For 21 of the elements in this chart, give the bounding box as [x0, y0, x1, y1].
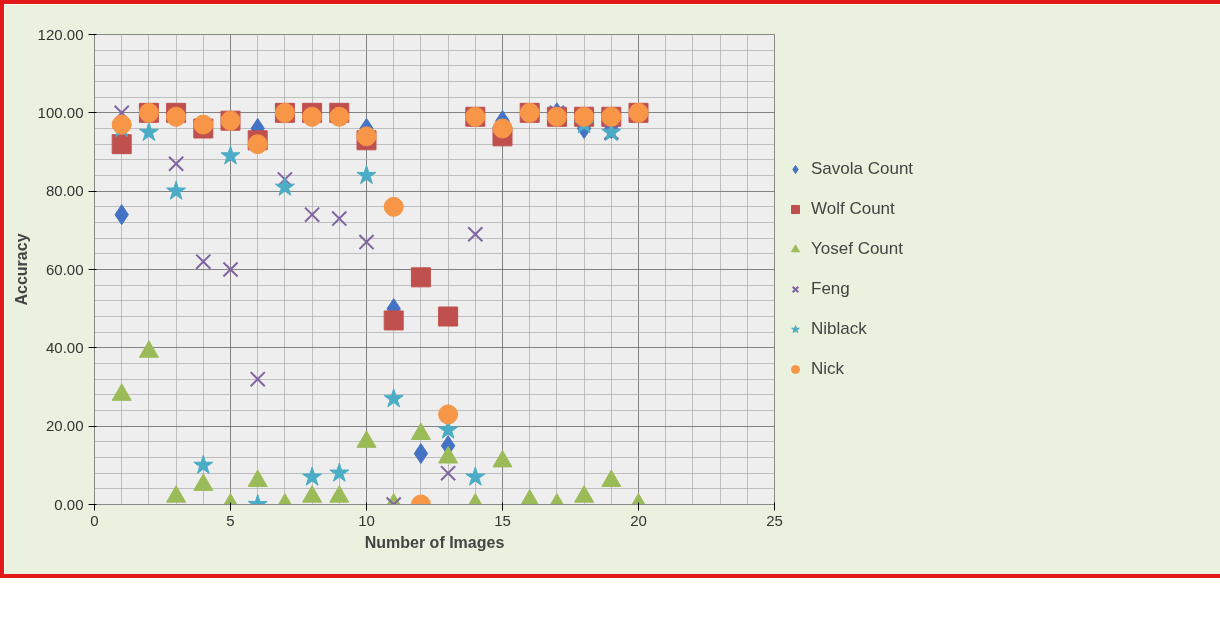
y-tick-label: 80.00 [45, 182, 84, 200]
x-tick-label: 15 [494, 511, 511, 529]
legend-label: Niblack [811, 319, 867, 339]
legend-label: Wolf Count [811, 199, 895, 219]
y-tick-label: 20.00 [45, 417, 84, 435]
x-tick-label: 20 [630, 511, 647, 529]
y-tick-label: 100.00 [37, 103, 84, 121]
y-tick-label: 60.00 [45, 260, 84, 278]
x-tick-label: 0 [90, 511, 99, 529]
legend-label: Feng [811, 279, 850, 299]
y-axis-title: Accuracy [12, 233, 30, 306]
x-tick-label: 10 [358, 511, 375, 529]
legend-label: Nick [811, 359, 845, 379]
legend-label: Yosef Count [811, 239, 903, 259]
x-axis-title: Number of Images [364, 533, 505, 551]
y-tick-label: 0.00 [54, 495, 84, 513]
x-tick-label: 5 [226, 511, 235, 529]
x-tick-label: 25 [766, 511, 783, 529]
y-tick-label: 40.00 [45, 338, 84, 356]
legend-label: Savola Count [811, 159, 914, 179]
y-tick-label: 120.00 [37, 25, 84, 43]
